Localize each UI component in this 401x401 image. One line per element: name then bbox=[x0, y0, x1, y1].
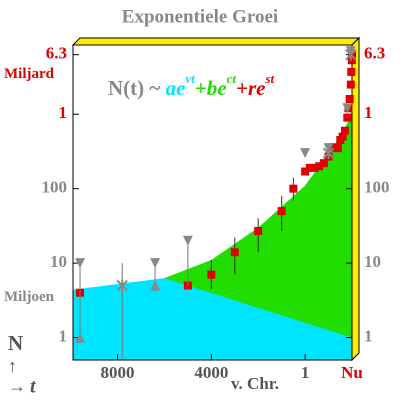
data-point bbox=[315, 162, 324, 171]
y-tick-label: 6.3 bbox=[46, 44, 67, 63]
data-point bbox=[322, 147, 335, 160]
y-tick-label: 1 bbox=[364, 103, 373, 122]
frame-top bbox=[71, 37, 361, 46]
data-point bbox=[301, 167, 310, 176]
data-point bbox=[207, 270, 216, 279]
formula-part: vt bbox=[185, 71, 195, 86]
y-tick-label: 100 bbox=[42, 178, 68, 197]
data-point bbox=[338, 132, 347, 141]
data-point bbox=[75, 332, 86, 343]
x-tick-label: 4000 bbox=[194, 363, 228, 382]
data-point bbox=[254, 227, 263, 236]
corner-t: t bbox=[30, 376, 37, 398]
data-point bbox=[345, 48, 357, 61]
data-point bbox=[75, 258, 86, 269]
data-point bbox=[342, 103, 353, 114]
x-tick-label: 8000 bbox=[101, 363, 135, 382]
data-point bbox=[230, 248, 239, 257]
corner-up: ↑ bbox=[8, 356, 17, 376]
data-point bbox=[150, 280, 161, 291]
x-axis-label: v. Chr. bbox=[231, 374, 279, 393]
formula-part: ae bbox=[166, 76, 186, 100]
data-point bbox=[329, 143, 338, 152]
data-point bbox=[182, 235, 193, 246]
data-point bbox=[319, 159, 328, 168]
data-point bbox=[277, 207, 286, 216]
y-tick-label: 1 bbox=[59, 103, 68, 122]
chart-title: Exponentiele Groei bbox=[122, 6, 278, 27]
formula-part: + bbox=[195, 76, 207, 100]
data-point bbox=[340, 126, 349, 135]
data-point bbox=[310, 163, 319, 172]
data-point bbox=[346, 80, 355, 89]
data-point bbox=[333, 144, 342, 153]
data-point bbox=[305, 163, 314, 172]
corner-arrow: → bbox=[8, 376, 26, 396]
formula: N(t) ~ aevt+bect+rest bbox=[108, 71, 275, 100]
data-point bbox=[150, 258, 161, 269]
y-tick-label: 10 bbox=[50, 252, 67, 271]
formula-part: ct bbox=[227, 71, 237, 86]
plot-border bbox=[72, 44, 353, 361]
y-tick-label: 6.3 bbox=[364, 44, 385, 63]
formula-part: be bbox=[207, 76, 227, 100]
y-tick-label: 1 bbox=[364, 326, 373, 345]
y-tick-label: 10 bbox=[364, 252, 381, 271]
x-tick-label: Nu bbox=[341, 363, 363, 382]
model-area bbox=[73, 278, 352, 360]
y-tick-label: 100 bbox=[364, 178, 390, 197]
formula-part: + bbox=[236, 76, 248, 100]
y-tick-label: 1 bbox=[59, 326, 68, 345]
data-point bbox=[289, 184, 298, 193]
data-point bbox=[345, 95, 354, 104]
formula-part: re bbox=[248, 76, 266, 100]
formula-part: st bbox=[264, 71, 274, 86]
corner-n: N bbox=[8, 331, 23, 355]
formula-part: N(t) ~ bbox=[108, 76, 166, 100]
y-unit-label: Miljoen bbox=[4, 289, 55, 305]
data-point bbox=[300, 148, 311, 159]
y-unit-label: Miljard bbox=[4, 66, 55, 82]
data-point bbox=[343, 113, 352, 122]
data-point bbox=[347, 67, 356, 76]
data-point bbox=[116, 279, 128, 292]
x-tick-label: 1 bbox=[301, 363, 310, 382]
